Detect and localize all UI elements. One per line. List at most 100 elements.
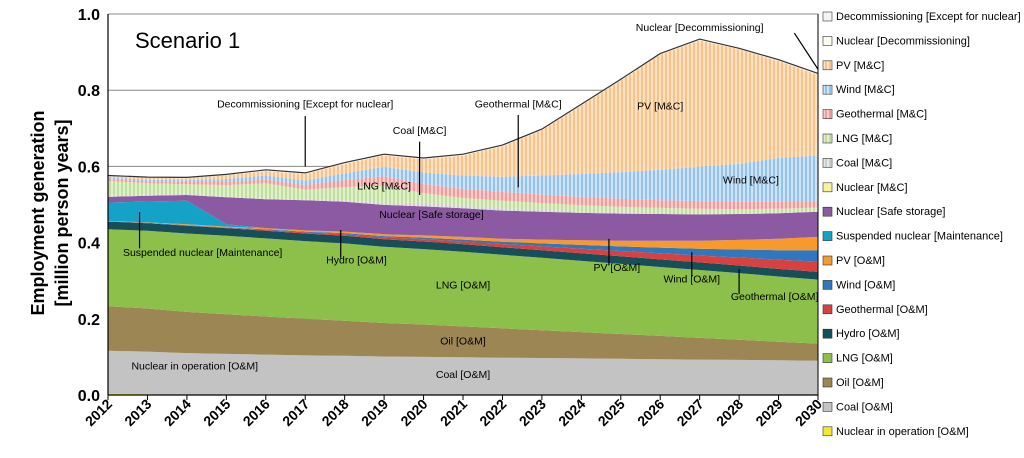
y-tick-labels: 0.0 0.2 0.4 0.6 0.8 1.0 xyxy=(78,7,100,405)
area-oil-o-m xyxy=(108,306,818,361)
legend-entry: Oil [O&M] xyxy=(836,377,884,389)
annotation-label: Decommissioning [Except for nuclear] xyxy=(217,98,393,110)
y-tick-label: 0.8 xyxy=(78,83,100,100)
axes xyxy=(107,14,819,400)
y-axis-label-line2: [million person years] xyxy=(52,119,72,306)
x-tick-label: 2028 xyxy=(713,396,746,429)
legend-entry: Nuclear in operation [O&M] xyxy=(836,426,969,438)
legend-entry: Geothermal [O&M] xyxy=(836,304,928,316)
legend-entry: LNG [O&M] xyxy=(836,353,893,365)
legend-swatch xyxy=(822,109,833,119)
y-tick-label: 1.0 xyxy=(78,7,100,24)
legend-swatch xyxy=(822,304,833,315)
area-coal-o-m xyxy=(108,350,818,395)
legend-entry: Nuclear [M&C] xyxy=(836,182,908,194)
legend-entry: Wind [O&M] xyxy=(836,279,895,291)
annotation-label: LNG [O&M] xyxy=(436,279,490,291)
x-tick-label: 2026 xyxy=(634,396,667,429)
x-tick-label: 2024 xyxy=(555,396,588,429)
legend-entry: Nuclear [Decommissioning] xyxy=(836,35,970,47)
legend-swatch xyxy=(822,11,833,22)
x-tick-label: 2015 xyxy=(200,396,233,429)
legend-entry: Wind [M&C] xyxy=(836,84,895,96)
x-tick-label: 2018 xyxy=(318,396,351,429)
annotation-label: Geothermal [M&C] xyxy=(475,98,562,110)
chart-title: Scenario 1 xyxy=(135,28,240,53)
x-tick-label: 2021 xyxy=(437,396,470,429)
annotation-label: Suspended nuclear [Maintenance] xyxy=(123,247,282,259)
legend-entry: PV [O&M] xyxy=(836,255,885,267)
area-lng-o-m xyxy=(108,229,818,344)
x-tick-labels: 2012 2013 2014 2015 2016 2017 2018 2019 2020 2021… xyxy=(82,396,825,429)
total-outline xyxy=(107,38,819,179)
legend-swatch xyxy=(822,426,833,437)
area-nuclear-safe-storage xyxy=(108,195,818,241)
legend-entry: LNG [M&C] xyxy=(836,133,892,145)
area-suspended-nuclear-maintenance xyxy=(108,200,818,241)
area-wind-m-c xyxy=(108,155,818,202)
area-wind-o-m xyxy=(108,221,818,262)
annotation-label: Oil [O&M] xyxy=(440,335,486,347)
area-hydro-o-m xyxy=(108,221,818,280)
legend-entry: Suspended nuclear [Maintenance] xyxy=(836,231,1003,243)
legend-swatch xyxy=(822,255,833,266)
annotation-label: LNG [M&C] xyxy=(357,180,411,192)
annotation-leader xyxy=(793,32,819,70)
area-pv-m-c xyxy=(108,40,818,181)
area-pv-o-m xyxy=(108,220,818,251)
y-tick-label: 0.6 xyxy=(78,159,100,176)
annotation-label: PV [O&M] xyxy=(593,262,640,274)
annotation-label: PV [M&C] xyxy=(637,100,683,112)
legend-entry: Coal [M&C] xyxy=(836,157,892,169)
y-tick-label: 0.2 xyxy=(78,312,100,329)
legend-entry: Decommissioning [Except for nuclear] xyxy=(836,11,1021,23)
annotation-label: Coal [O&M] xyxy=(436,369,490,381)
x-tick-label: 2016 xyxy=(240,396,273,429)
x-tick-label: 2013 xyxy=(121,396,154,429)
x-tick-label: 2014 xyxy=(161,396,194,429)
series-areas xyxy=(107,38,819,395)
y-tick-label: 0.4 xyxy=(78,236,100,253)
legend-swatch xyxy=(822,402,833,412)
annotation-label: Wind [O&M] xyxy=(663,274,720,286)
annotation-label: Wind [M&C] xyxy=(723,175,779,187)
legend-swatch xyxy=(822,182,833,193)
annotation-label: Hydro [O&M] xyxy=(326,255,387,267)
y-axis-label-line1: Employment generation xyxy=(28,110,48,315)
area-coal-m-c xyxy=(108,193,818,215)
annotation-label: Nuclear in operation [O&M] xyxy=(131,360,258,372)
legend: Decommissioning [Except for nuclear] Nucl… xyxy=(822,11,1021,438)
legend-swatch xyxy=(822,84,833,95)
x-tick-label: 2029 xyxy=(752,396,785,429)
legend-entry: Coal [O&M] xyxy=(836,401,893,413)
x-tick-label: 2017 xyxy=(279,396,312,429)
legend-entry: PV [M&C] xyxy=(836,60,884,72)
legend-swatch xyxy=(822,158,833,168)
x-tick-label: 2020 xyxy=(397,396,430,429)
legend-entry: Geothermal [M&C] xyxy=(836,109,927,121)
x-tick-label: 2025 xyxy=(595,396,628,429)
legend-swatch xyxy=(822,206,833,217)
legend-swatch xyxy=(822,353,833,363)
x-tick-label: 2019 xyxy=(358,396,391,429)
legend-swatch xyxy=(822,60,833,71)
legend-swatch xyxy=(822,328,833,339)
area-geothermal-m-c xyxy=(108,176,818,210)
legend-swatch xyxy=(822,133,833,144)
legend-entry: Nuclear [Safe storage] xyxy=(836,206,945,218)
y-tick-label: 0.0 xyxy=(78,388,100,405)
annotations: Decommissioning [Except for nuclear] Nucl… xyxy=(123,22,819,381)
x-tick-label: 2023 xyxy=(516,396,549,429)
legend-entry: Hydro [O&M] xyxy=(836,328,900,340)
legend-swatch xyxy=(822,231,833,241)
annotation-label: Nuclear [Decommissioning] xyxy=(636,22,764,34)
x-tick-label: 2022 xyxy=(476,396,509,429)
area-lng-m-c xyxy=(108,180,818,214)
annotation-label: Geothermal [O&M] xyxy=(731,291,819,303)
x-tick-label: 2030 xyxy=(792,396,825,429)
x-tick-label: 2027 xyxy=(673,396,706,429)
legend-swatch xyxy=(822,280,833,290)
annotation-label: Coal [M&C] xyxy=(393,125,447,137)
annotation-label: Nuclear [Safe storage] xyxy=(379,209,484,221)
